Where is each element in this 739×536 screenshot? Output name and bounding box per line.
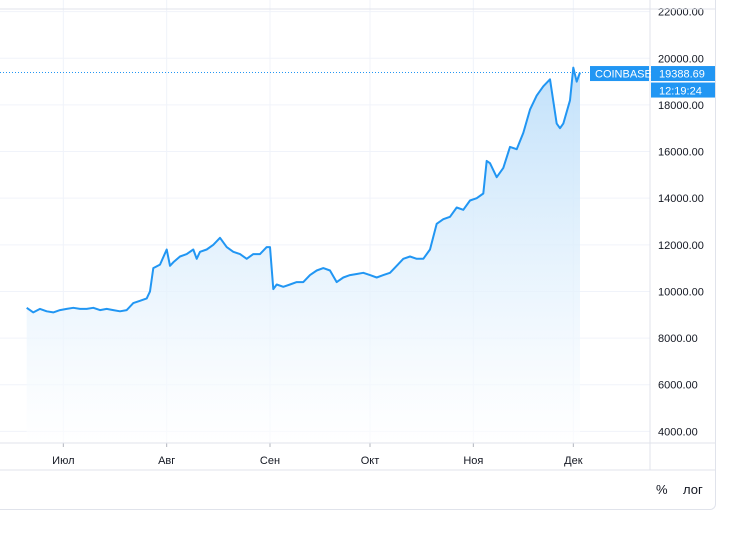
y-tick-label: 10000.00 [658, 286, 704, 298]
y-tick-label: 20000.00 [658, 53, 704, 65]
percent-scale-button[interactable]: % [656, 482, 668, 497]
price-area-fill [26, 67, 580, 443]
y-tick-label: 14000.00 [658, 193, 704, 205]
x-tick-label: Авг [158, 455, 175, 467]
axis-layer: 22000.00 20000.00 18000.00 16000.00 14000.00… [0, 0, 716, 471]
y-tick-label: 8000.00 [658, 333, 698, 345]
exchange-tag: COINBASE [595, 69, 652, 81]
y-tick-label: 18000.00 [658, 100, 704, 112]
price-tags: COINBASE 19388.69 12:19:24 [590, 66, 715, 98]
countdown-tag: 12:19:24 [659, 86, 702, 98]
y-tick-label: 16000.00 [658, 147, 704, 159]
price-line [26, 66, 581, 314]
x-tick-label: Июл [52, 455, 74, 467]
y-tick-label: 4000.00 [658, 426, 698, 438]
x-tick-label: Ноя [463, 455, 483, 467]
countdown-tag-bg [651, 82, 715, 98]
last-price-tag-bg [651, 66, 715, 82]
x-tick-label: Окт [361, 455, 380, 467]
y-tick-label: 22000.00 [658, 7, 704, 19]
area-layer [0, 66, 650, 443]
x-tick-label: Сен [260, 455, 280, 467]
log-scale-button[interactable]: лог [683, 482, 703, 497]
exchange-tag-bg [590, 66, 649, 82]
y-tick-label: 6000.00 [658, 380, 698, 392]
last-price-tag: 19388.69 [659, 69, 705, 81]
x-tick-label: Дек [564, 455, 583, 467]
y-tick-label: 12000.00 [658, 240, 704, 252]
